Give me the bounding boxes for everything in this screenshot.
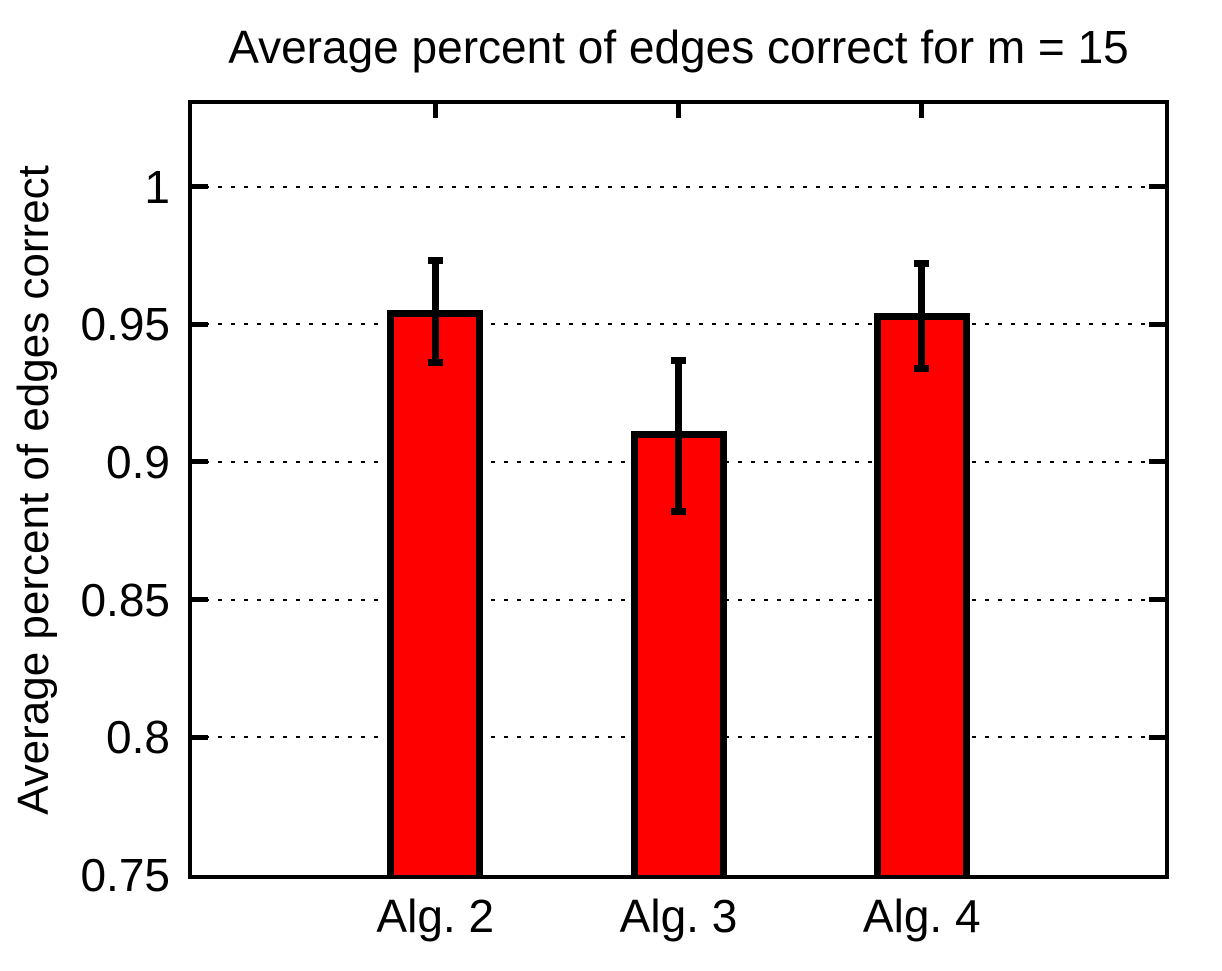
- error-bar-cap-top: [914, 260, 930, 268]
- y-tick-label: 1: [144, 160, 170, 213]
- chart-title: Average percent of edges correct for m =…: [228, 21, 1129, 73]
- error-bar-cap-top: [671, 356, 686, 364]
- y-tick-mark-left: [192, 597, 208, 603]
- bar-alg-2: [387, 310, 484, 875]
- y-tick-label: 0.8: [106, 711, 170, 764]
- error-bar: [431, 260, 439, 363]
- y-tick-mark-right: [1149, 597, 1165, 603]
- y-tick-mark-left: [192, 321, 208, 327]
- x-tick-label: Alg. 2: [376, 890, 495, 942]
- error-bar-cap-bottom: [671, 508, 686, 516]
- error-bar: [918, 263, 926, 369]
- x-tick-label: Alg. 3: [619, 890, 738, 942]
- y-tick-mark-left: [192, 734, 208, 740]
- error-bar-cap-top: [427, 257, 443, 265]
- error-bar: [675, 360, 682, 512]
- error-bar-cap-bottom: [427, 359, 443, 367]
- y-gridline: [192, 323, 1165, 326]
- y-tick-label: 0.75: [80, 849, 170, 901]
- y-tick-label: 0.9: [106, 435, 170, 488]
- y-gridline: [192, 185, 1165, 188]
- y-tick-label: 0.85: [80, 573, 170, 626]
- y-tick-mark-left: [192, 459, 208, 465]
- bar-alg-4: [873, 313, 970, 875]
- y-tick-label: 0.95: [80, 298, 170, 351]
- x-tick-mark-top: [432, 104, 438, 118]
- x-tick-label: Alg. 4: [862, 890, 981, 942]
- y-tick-mark-right: [1149, 184, 1165, 190]
- error-bar-cap-bottom: [914, 364, 930, 372]
- y-tick-mark-right: [1149, 459, 1165, 465]
- plot-area: [188, 100, 1169, 879]
- y-tick-mark-left: [192, 184, 208, 190]
- y-tick-mark-right: [1149, 321, 1165, 327]
- x-tick-mark-top: [676, 104, 681, 118]
- y-tick-mark-right: [1149, 734, 1165, 740]
- x-tick-mark-top: [919, 104, 925, 118]
